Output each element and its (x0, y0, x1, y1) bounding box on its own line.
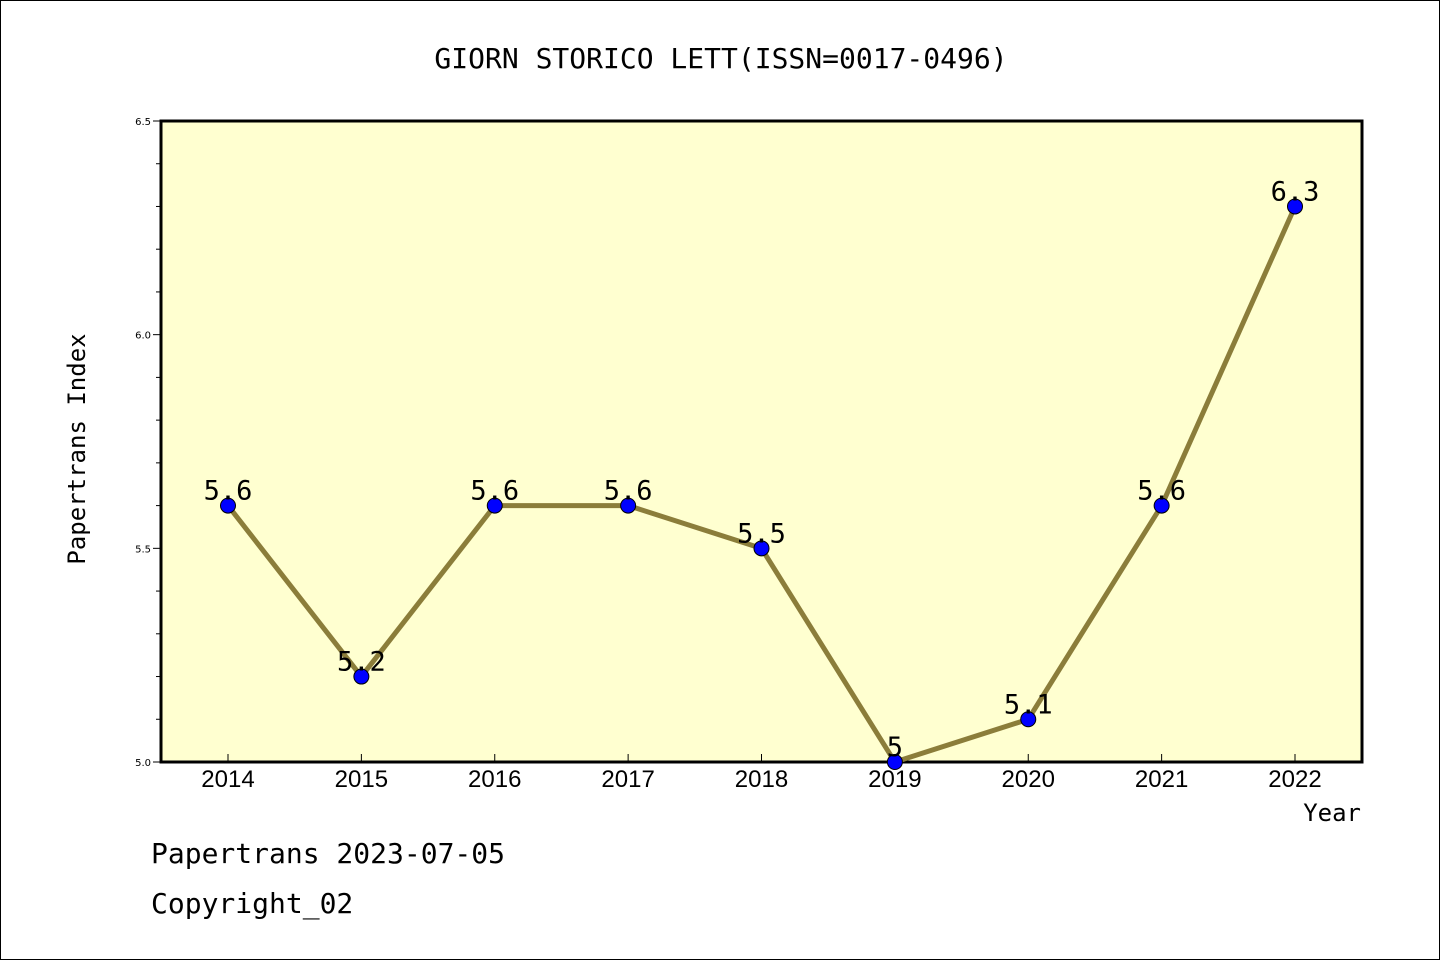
x-tick-label: 2020 (1002, 766, 1055, 793)
data-points (220, 198, 1303, 770)
data-label: 6.3 (1271, 176, 1320, 207)
data-point (886, 754, 903, 770)
data-point (753, 540, 770, 557)
x-tick-label: 2018 (735, 766, 788, 793)
y-tick-label: 5.0 (135, 758, 151, 769)
x-tick-label: 2016 (468, 766, 521, 793)
data-point (620, 497, 637, 514)
footer-date: Papertrans 2023-07-05 (151, 837, 506, 870)
plot-area (159, 119, 1364, 764)
data-point (1020, 711, 1037, 728)
data-point (1287, 198, 1303, 215)
x-axis: 2014 2015 2016 2017 2018 2019 2020 2021 2022 (201, 754, 1322, 793)
data-point (220, 497, 236, 514)
data-label: 5.6 (604, 476, 653, 507)
x-tick-label: 2014 (201, 766, 254, 793)
data-label: 5.6 (470, 476, 519, 507)
data-point (1153, 497, 1170, 514)
data-label: 5.6 (1137, 476, 1186, 507)
data-label: 5 (887, 732, 903, 763)
y-axis-label: Papertrans Index (63, 333, 91, 564)
data-label: 5.1 (1004, 689, 1053, 720)
data-point (486, 497, 503, 514)
y-tick-label: 5.5 (135, 544, 151, 555)
y-tick-label: 6.5 (135, 117, 151, 128)
x-tick-label: 2021 (1135, 766, 1188, 793)
chart-title: GIORN STORICO LETT(ISSN=0017-0496) (434, 42, 1007, 75)
x-tick-label: 2019 (868, 766, 921, 793)
data-point (353, 668, 370, 685)
data-label: 5.5 (737, 518, 786, 549)
x-tick-label: 2015 (335, 766, 388, 793)
x-tick-label: 2017 (601, 766, 654, 793)
data-labels: 5.6 5.2 5.6 5.6 5.5 5 5.1 5.6 6.3 (204, 176, 1320, 763)
x-axis-label: Year (1303, 799, 1361, 827)
y-axis: 5.0 5.5 6.0 6.5 (135, 117, 161, 769)
y-tick-label: 6.0 (135, 331, 151, 342)
data-label: 5.6 (204, 476, 253, 507)
x-tick-label: 2022 (1268, 766, 1321, 793)
data-label: 5.2 (337, 647, 386, 678)
footer-copyright: Copyright_02 (151, 887, 354, 920)
